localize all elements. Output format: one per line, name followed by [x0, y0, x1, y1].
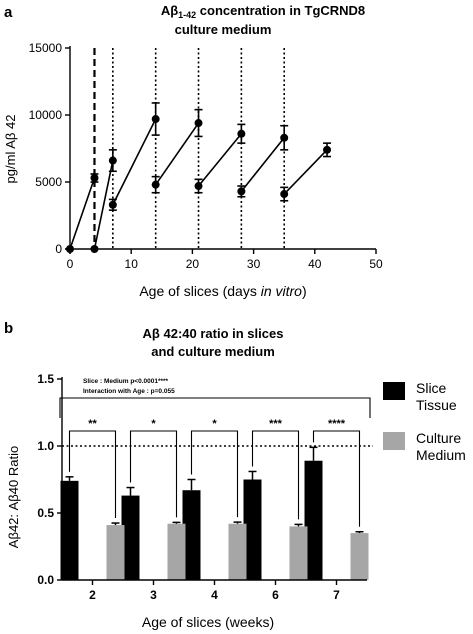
panel-a-line-chart: a Aβ1-42 concentration in TgCRND8 cultur…: [3, 3, 383, 299]
data-point: [237, 187, 246, 196]
y-tick-label: 0: [55, 242, 62, 256]
panel-b-x-axis-label: Age of slices (weeks): [142, 614, 274, 630]
y-tick-label: 15000: [29, 41, 63, 55]
panel-b-bars: [60, 446, 369, 580]
panel-a-y-axis-label: pg/ml Aβ 42: [3, 115, 18, 184]
panel-b-title-line1: Aβ 42:40 ratio in slices: [143, 326, 284, 341]
legend-swatch: [383, 382, 405, 400]
data-point: [151, 115, 160, 124]
series-line-segment: [240, 137, 285, 192]
x-tick-label: 3: [150, 588, 157, 602]
y-tick-label: 1.5: [37, 372, 54, 386]
data-point: [66, 245, 74, 253]
significance-bracket: [129, 430, 178, 518]
legend-label: Tissue: [416, 397, 457, 413]
panel-b-stat-interaction: Interaction with Age : p=0.055: [83, 388, 175, 395]
bar: [350, 533, 369, 580]
panel-a-reference-lines: [93, 48, 286, 249]
significance-bracket: [312, 430, 361, 527]
data-point: [280, 190, 289, 199]
significance-stars: **: [88, 418, 97, 430]
panel-a-axes: 0 5000 10000 15000 0 10 20 30 40 50: [29, 41, 383, 271]
x-tick-label: 40: [308, 257, 322, 271]
y-tick-label: 5000: [35, 175, 62, 189]
panel-b-y-axis-label: Aβ42: Aβ40 Ratio: [6, 446, 21, 548]
bar: [289, 526, 308, 580]
data-point: [90, 173, 99, 182]
significance-stars: *: [151, 418, 156, 430]
data-point: [151, 180, 160, 189]
panel-b-title-line2: and culture medium: [151, 344, 275, 359]
series-line-segment: [155, 122, 200, 186]
panel-b-stat-main: Slice : Medium p<0.0001****: [83, 378, 169, 385]
panel-b-bar-chart: b Aβ 42:40 ratio in slices and culture m…: [4, 320, 466, 630]
x-tick-label: 7: [333, 588, 340, 602]
bar: [228, 523, 247, 580]
x-tick-label: 50: [369, 257, 383, 271]
series-line-segment: [69, 177, 96, 250]
x-tick-label: 4: [211, 588, 218, 602]
bar: [243, 479, 262, 580]
legend-label: Culture: [416, 430, 461, 446]
x-tick-label: 20: [186, 257, 200, 271]
x-tick-label: 6: [272, 588, 279, 602]
legend-label: Slice: [416, 380, 447, 396]
data-point: [237, 129, 246, 138]
data-point: [90, 245, 99, 253]
data-point: [108, 200, 117, 209]
x-tick-label: 30: [247, 257, 261, 271]
bar: [304, 460, 323, 580]
bar: [106, 525, 125, 580]
series-line-segment: [283, 149, 328, 195]
y-tick-label: 10000: [29, 108, 63, 122]
panel-b-significance: ** * * *** ****: [59, 397, 371, 527]
bar: [182, 490, 201, 580]
panel-a-title-line1: Aβ1-42 concentration in TgCRND8: [161, 3, 365, 20]
y-tick-label: 0.5: [37, 506, 54, 520]
x-tick-label: 2: [89, 588, 96, 602]
y-tick-label: 0.0: [37, 573, 54, 587]
data-point: [280, 133, 289, 142]
significance-stars: ****: [328, 418, 346, 430]
panel-a-data: [66, 102, 332, 253]
data-point: [194, 182, 203, 191]
panel-a-label: a: [4, 4, 13, 21]
bar: [60, 480, 79, 580]
significance-bracket: [251, 430, 300, 520]
x-tick-label: 0: [67, 257, 74, 271]
x-tick-label: 10: [125, 257, 139, 271]
data-point: [323, 145, 332, 154]
bar: [167, 523, 186, 580]
panel-a-x-axis-label: Age of slices (days in vitro): [139, 283, 306, 299]
legend-swatch: [383, 432, 405, 450]
legend-label: Medium: [416, 447, 466, 463]
y-tick-label: 1.0: [37, 439, 54, 453]
significance-bracket: [68, 430, 117, 519]
data-point: [194, 119, 203, 128]
panel-a-title-line2: culture medium: [175, 22, 272, 37]
bar: [121, 495, 140, 580]
series-line-segment: [112, 118, 157, 206]
significance-bracket: [190, 430, 239, 518]
panel-b-axes: 0.0 0.5 1.0 1.5 2 3 4 6 7: [37, 372, 367, 602]
overall-significance-bracket: [59, 397, 371, 418]
significance-stars: ***: [269, 418, 283, 430]
series-line-segment: [93, 160, 114, 250]
significance-stars: *: [212, 418, 217, 430]
series-line-segment: [197, 133, 242, 187]
data-point: [108, 156, 117, 165]
panel-b-label: b: [4, 320, 13, 337]
